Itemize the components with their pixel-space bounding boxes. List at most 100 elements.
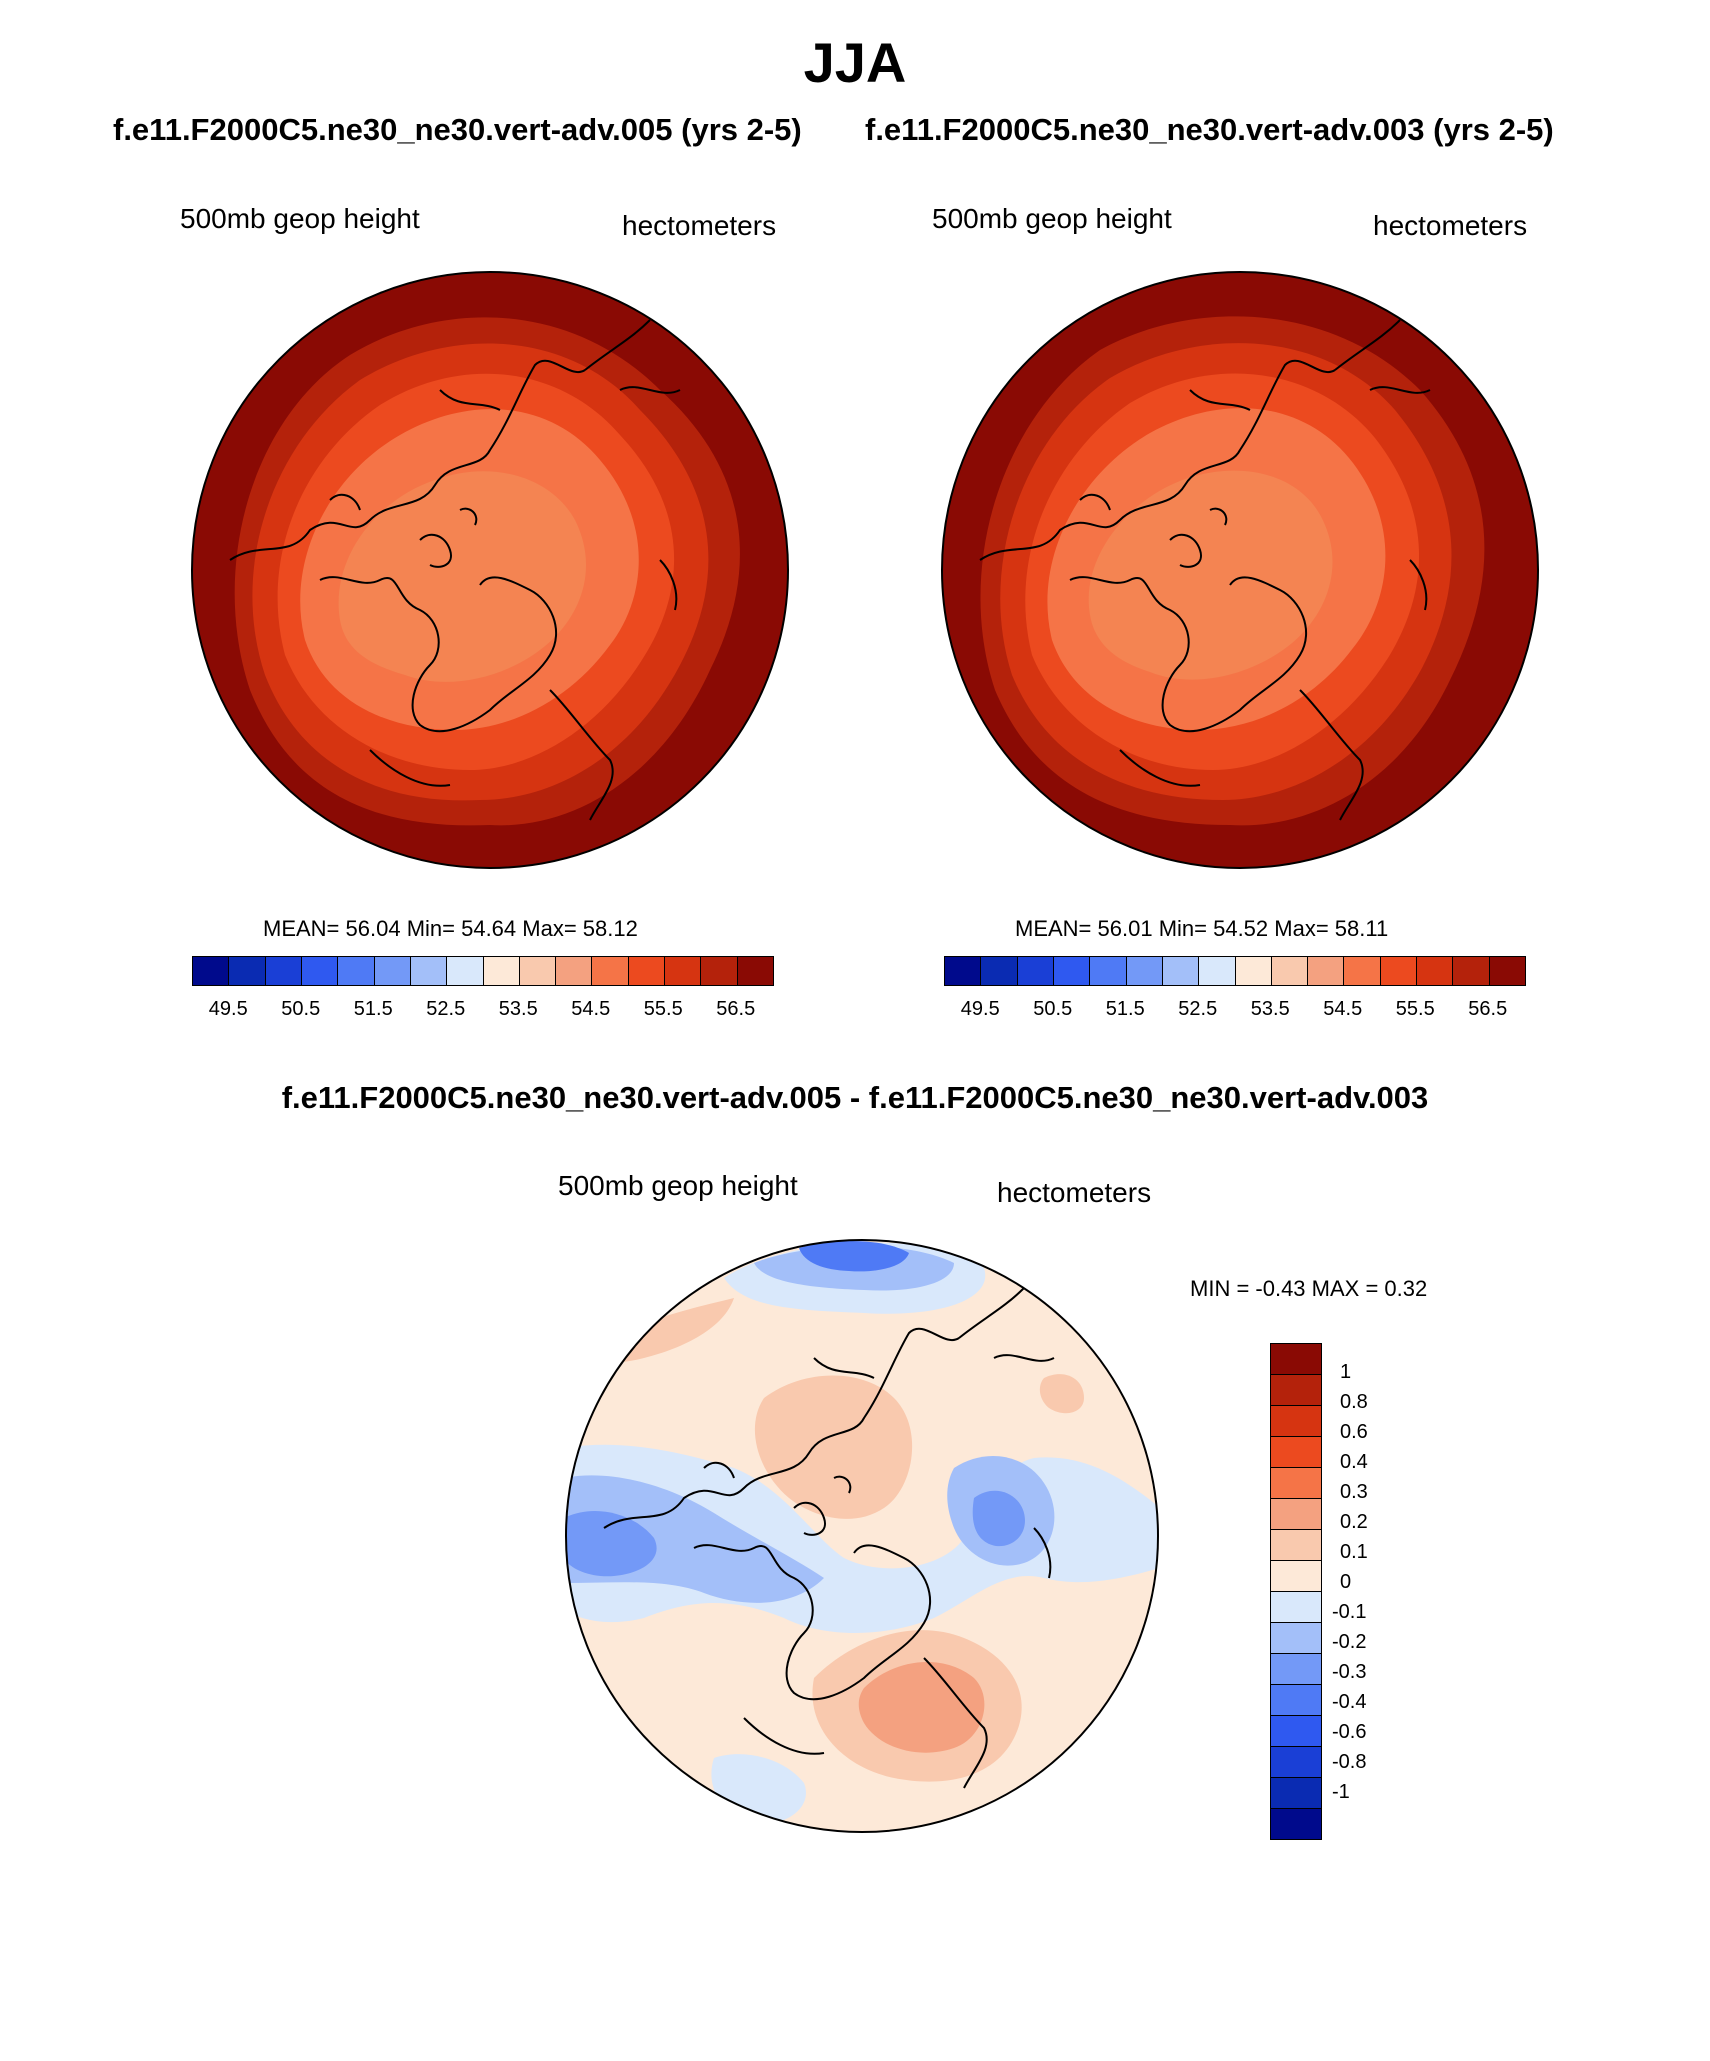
colorbar-swatch	[374, 957, 411, 985]
colorbar-swatch	[519, 957, 557, 985]
colorbar-swatch	[1271, 1716, 1321, 1747]
colorbar-tick-label: 54.5	[1323, 998, 1363, 1020]
left-colorbar-ticks: 49.5 50.5 51.5 52.5 53.5 54.5 55.5 56.5	[192, 998, 772, 1024]
colorbar-tick-label: -0.2	[1332, 1631, 1367, 1653]
colorbar-swatch	[1308, 957, 1345, 985]
colorbar-swatch	[592, 957, 629, 985]
colorbar-swatch	[1271, 1747, 1321, 1778]
left-polar-map	[191, 271, 789, 869]
right-polar-map	[941, 271, 1539, 869]
diff-pos-bottom-2	[858, 1661, 985, 1753]
left-colorbar	[192, 956, 774, 986]
right-units-label: hectometers	[1373, 210, 1528, 241]
colorbar-tick-label: 0	[1340, 1571, 1352, 1593]
colorbar-tick-label: 54.5	[571, 998, 611, 1020]
colorbar-swatch	[1199, 957, 1236, 985]
colorbar-swatch	[1271, 1685, 1321, 1716]
colorbar-swatch	[1271, 1344, 1321, 1375]
colorbar-tick-label: 0.6	[1340, 1421, 1368, 1443]
colorbar-tick-label: -0.8	[1332, 1751, 1367, 1773]
colorbar-swatch	[945, 957, 982, 985]
colorbar-swatch	[1271, 1654, 1321, 1685]
diff-variable-label: 500mb geop height	[558, 1170, 798, 1201]
right-variable-label: 500mb geop height	[932, 203, 1172, 234]
colorbar-swatch	[338, 957, 375, 985]
colorbar-tick-label: 0.8	[1340, 1391, 1368, 1413]
diff-neg-top-4	[799, 1241, 909, 1272]
colorbar-swatch	[701, 957, 738, 985]
right-subtitle: f.e11.F2000C5.ne30_ne30.vert-adv.003 (yr…	[865, 112, 1554, 147]
colorbar-swatch	[1271, 957, 1309, 985]
colorbar-tick-label: -0.6	[1332, 1721, 1367, 1743]
colorbar-tick-label: -0.3	[1332, 1661, 1367, 1683]
colorbar-tick-label: 56.5	[716, 998, 756, 1020]
colorbar-swatch	[1489, 957, 1525, 985]
colorbar-tick-label: 51.5	[353, 998, 393, 1020]
diff-pos-right-1	[1039, 1374, 1084, 1414]
colorbar-swatch	[1271, 1530, 1321, 1561]
colorbar-tick-label: 55.5	[643, 998, 683, 1020]
colorbar-swatch	[193, 957, 230, 985]
colorbar-tick-label: 50.5	[281, 998, 321, 1020]
diff-minmax: MIN = -0.43 MAX = 0.32	[1190, 1276, 1428, 1301]
colorbar-swatch	[1090, 957, 1127, 985]
colorbar-swatch	[1380, 957, 1418, 985]
colorbar-tick-label: 52.5	[1178, 998, 1218, 1020]
left-variable-label: 500mb geop height	[180, 203, 420, 234]
right-colorbar-ticks: 49.5 50.5 51.5 52.5 53.5 54.5 55.5 56.5	[944, 998, 1524, 1024]
diff-pos-center-1	[754, 1375, 913, 1519]
colorbar-swatch	[1271, 1778, 1321, 1809]
colorbar-swatch	[1453, 957, 1490, 985]
colorbar-tick-label: 1	[1340, 1361, 1352, 1383]
colorbar-tick-label: 56.5	[1468, 998, 1508, 1020]
coastlines	[229, 319, 681, 821]
diff-colorbar	[1270, 1343, 1322, 1840]
colorbar-swatch	[556, 957, 593, 985]
colorbar-swatch	[229, 957, 266, 985]
colorbar-tick-label: 55.5	[1395, 998, 1435, 1020]
colorbar-swatch	[1162, 957, 1200, 985]
colorbar-swatch	[1053, 957, 1091, 985]
left-units-label: hectometers	[622, 210, 777, 241]
diff-neg-left-3	[566, 1511, 657, 1577]
colorbar-tick-label: 0.4	[1340, 1451, 1368, 1473]
colorbar-swatch	[737, 957, 773, 985]
colorbar-swatch	[410, 957, 448, 985]
zone-center	[338, 471, 587, 682]
diff-colorbar-ticks: 1 0.8 0.6 0.4 0.3 0.2 0.1 0 -0.1 -0.2 -0.3 -0.4 -0.6…	[1332, 1343, 1392, 1823]
left-subtitle: f.e11.F2000C5.ne30_ne30.vert-adv.005 (yr…	[113, 112, 802, 147]
diff-title: f.e11.F2000C5.ne30_ne30.vert-adv.005 - f…	[281, 1080, 1429, 1115]
colorbar-swatch	[1017, 957, 1054, 985]
colorbar-tick-label: 53.5	[1250, 998, 1290, 1020]
colorbar-tick-label: 53.5	[498, 998, 538, 1020]
colorbar-swatch	[1271, 1623, 1321, 1654]
colorbar-swatch	[1271, 1561, 1321, 1592]
colorbar-swatch	[628, 957, 666, 985]
colorbar-tick-label: 0.2	[1340, 1511, 1368, 1533]
colorbar-swatch	[665, 957, 702, 985]
colorbar-tick-label: 0.3	[1340, 1481, 1368, 1503]
diff-units-label: hectometers	[997, 1177, 1152, 1208]
coastlines	[979, 319, 1431, 821]
colorbar-swatch	[1271, 1499, 1321, 1530]
left-stats: MEAN= 56.04 Min= 54.64 Max= 58.12	[263, 916, 638, 941]
colorbar-tick-label: 49.5	[208, 998, 248, 1020]
figure-title: JJA	[803, 31, 907, 94]
colorbar-tick-label: 49.5	[960, 998, 1000, 1020]
coastlines	[603, 1287, 1055, 1789]
colorbar-swatch	[981, 957, 1018, 985]
colorbar-swatch	[1271, 1809, 1321, 1839]
colorbar-tick-label: 0.1	[1340, 1541, 1368, 1563]
colorbar-swatch	[1271, 1437, 1321, 1468]
colorbar-swatch	[1417, 957, 1454, 985]
diff-neg-right-3	[972, 1490, 1025, 1547]
right-colorbar	[944, 956, 1526, 986]
colorbar-tick-label: -1	[1332, 1781, 1350, 1803]
colorbar-swatch	[1271, 1468, 1321, 1499]
colorbar-swatch	[1271, 1406, 1321, 1437]
colorbar-tick-label: -0.1	[1332, 1601, 1367, 1623]
colorbar-swatch	[1126, 957, 1163, 985]
colorbar-tick-label: -0.4	[1332, 1691, 1367, 1713]
colorbar-swatch	[1271, 1592, 1321, 1623]
colorbar-tick-label: 51.5	[1105, 998, 1145, 1020]
